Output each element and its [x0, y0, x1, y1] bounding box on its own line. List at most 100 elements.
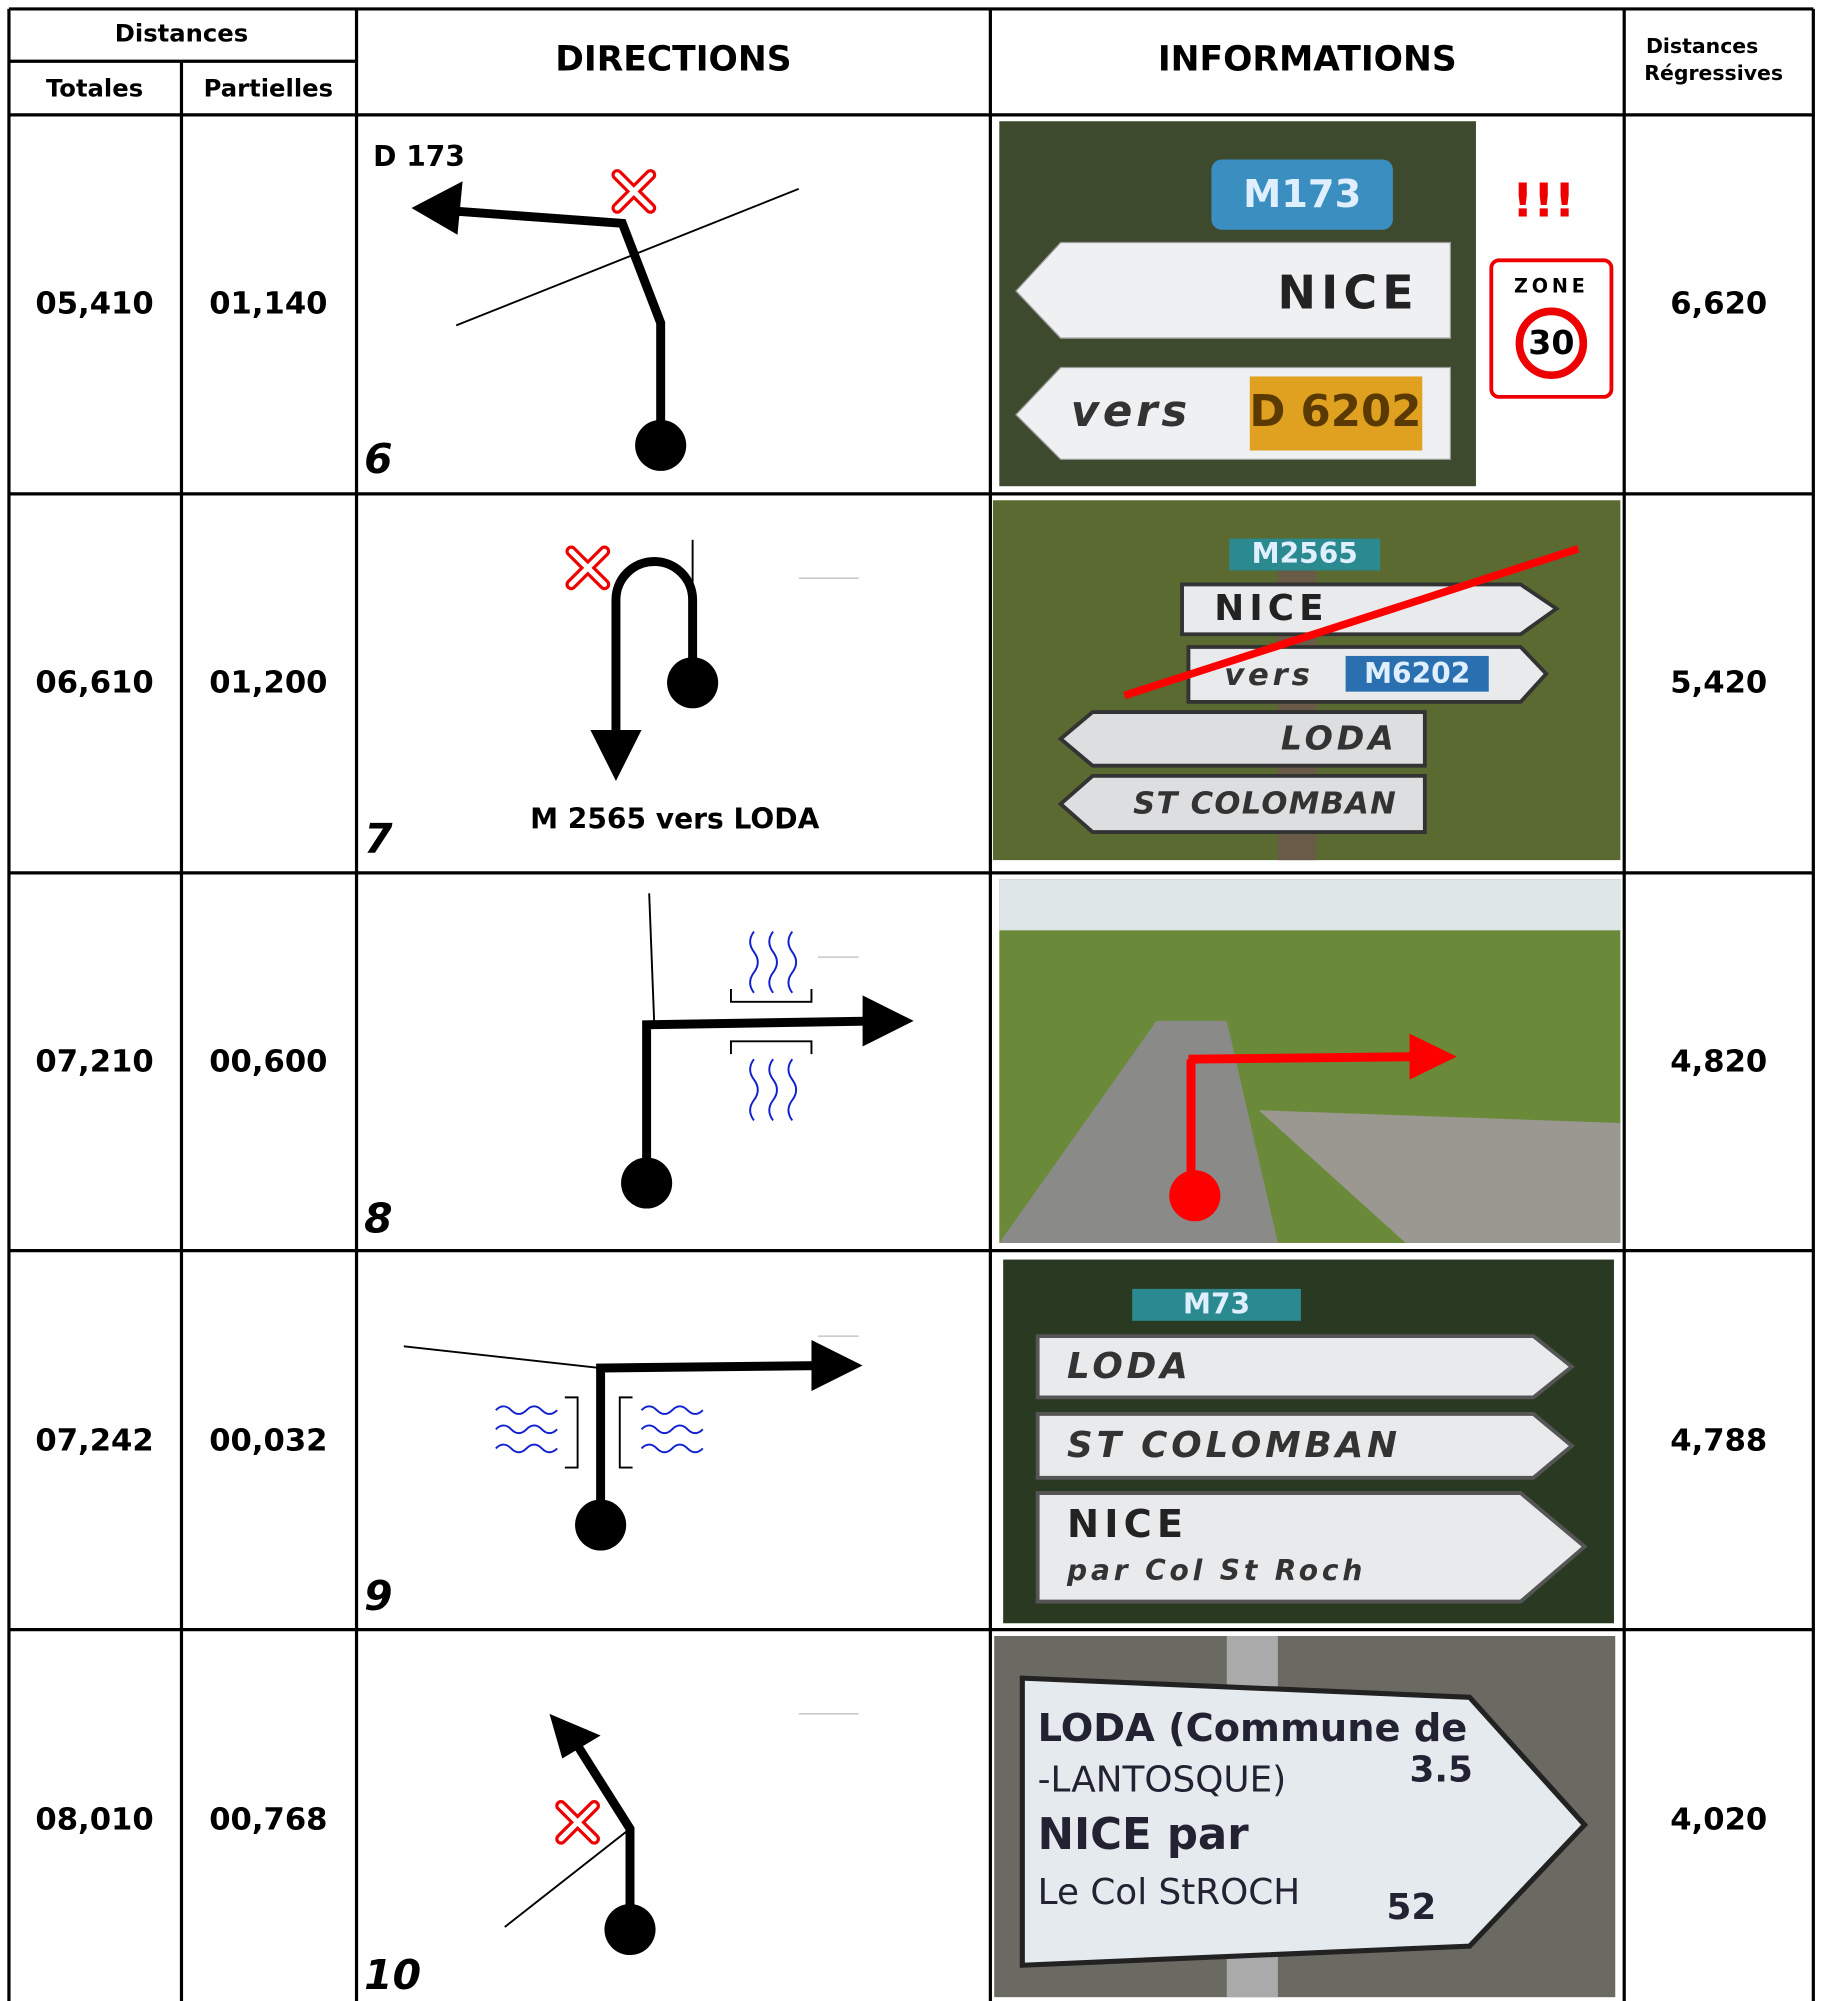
- shape: [729, 989, 813, 1055]
- diagram: D 173 6: [364, 140, 800, 483]
- shape: [1035, 1491, 1588, 1604]
- shape: [1035, 1412, 1575, 1480]
- road-label: D 173: [373, 140, 465, 173]
- shape: [999, 879, 1621, 931]
- sign-text: ST COLOMBAN: [1067, 1425, 1401, 1466]
- shape: [648, 893, 656, 1025]
- shape: [1188, 1052, 1419, 1064]
- sign-text: LODA (Commune de: [1038, 1706, 1468, 1751]
- shape: [446, 206, 666, 446]
- header-cell: Partielles: [204, 73, 333, 102]
- shape: [573, 1743, 635, 1930]
- shape: [1132, 1288, 1301, 1321]
- regressive-distance: 5,420: [1670, 666, 1767, 701]
- regressive-distance: 6,620: [1670, 287, 1767, 322]
- shape: [1515, 307, 1588, 380]
- shape: [614, 172, 654, 211]
- shape: [811, 1339, 863, 1392]
- partielle-distance: 00,032: [209, 1424, 327, 1459]
- shape: [1258, 1110, 1621, 1243]
- partielle-distance: 00,768: [209, 1803, 327, 1838]
- shape: [1057, 773, 1427, 834]
- sign-text: LODA: [1281, 719, 1398, 758]
- shape: [1229, 538, 1381, 571]
- shape: [611, 557, 698, 743]
- shape: [642, 1016, 882, 1183]
- sign-text: 52: [1387, 1887, 1437, 1928]
- shape: [411, 181, 463, 235]
- shape: [1015, 241, 1452, 339]
- shape: [611, 169, 657, 214]
- shape: [568, 548, 607, 588]
- partielle-distance: 01,200: [209, 666, 327, 701]
- header-cell: Distances: [115, 18, 248, 47]
- sign-text: NICE: [1067, 1502, 1188, 1547]
- sign-text: NICE par: [1038, 1810, 1250, 1860]
- header-cell: Totales: [46, 73, 143, 102]
- totale-distance: 07,242: [35, 1424, 153, 1459]
- step-number: 10: [364, 1951, 421, 1999]
- shape: [1249, 376, 1423, 451]
- sign-text: NICE: [1214, 588, 1328, 629]
- warning: !!!: [1512, 174, 1575, 228]
- partielle-distance: 00,600: [209, 1045, 327, 1080]
- diagram: 8: [364, 893, 914, 1242]
- header: Distances Totales Partielles DIRECTIONS …: [46, 18, 1783, 102]
- header-cell: INFORMATIONS: [1158, 40, 1457, 80]
- shape: [455, 187, 800, 327]
- shape: [564, 1396, 633, 1469]
- shape: [604, 1904, 656, 1956]
- shape: [575, 1499, 627, 1551]
- sign-text: M73: [1183, 1288, 1250, 1321]
- shape: [403, 1345, 601, 1369]
- shape: [749, 931, 798, 1122]
- step-number: 8: [364, 1194, 392, 1242]
- shape: [1409, 1033, 1457, 1080]
- photo: M73 LODA ST COLOMBAN NICE par Col St Roc…: [1003, 1259, 1614, 1624]
- header-cell: DIRECTIONS: [555, 40, 791, 80]
- sign-text: NICE: [1278, 266, 1419, 320]
- table-grid: [7, 7, 1815, 2001]
- step-number: 9: [364, 1572, 392, 1620]
- sign-text: 30: [1528, 323, 1574, 362]
- shape: [1035, 1334, 1575, 1400]
- sign-text: 3.5: [1410, 1749, 1473, 1790]
- shape: [862, 995, 914, 1047]
- diagram: 9: [364, 1335, 863, 1620]
- shape: [596, 1361, 831, 1525]
- sign-text: par Col St Roch: [1066, 1554, 1366, 1587]
- photo: M2565 NICE vers M6202 LODA ST COLOMBAN: [992, 500, 1621, 861]
- shape: [495, 1405, 704, 1454]
- partielle-distance: 01,140: [209, 287, 327, 322]
- sign-text: M6202: [1364, 657, 1470, 690]
- totale-distance: 05,410: [35, 287, 153, 322]
- totale-distance: 08,010: [35, 1803, 153, 1838]
- photo: M173 NICE vers D 6202 !!! ZONE 30: [999, 121, 1614, 487]
- shape: [667, 657, 719, 709]
- sign-text: vers: [1071, 387, 1191, 437]
- regressive-distance: 4,820: [1670, 1045, 1767, 1080]
- sign-text: M2565: [1252, 537, 1358, 570]
- shape: [590, 729, 642, 782]
- regressive-distance: 4,788: [1670, 1424, 1767, 1459]
- sign-text: M173: [1243, 172, 1361, 217]
- shape: [504, 1827, 631, 1928]
- sign-text: ST COLOMBAN: [1133, 787, 1397, 822]
- shape: [549, 1713, 601, 1759]
- sign-text: -LANTOSQUE): [1038, 1760, 1287, 1801]
- shape: [635, 419, 687, 471]
- shape: [558, 1803, 597, 1842]
- photo: [999, 879, 1621, 1243]
- diagram: M 2565 vers LODA 7: [364, 539, 859, 863]
- distance-cells: 05,410 01,140 6,620 06,610 01,200 5,420 07,210…: [35, 287, 1767, 1838]
- shape: [621, 1157, 673, 1209]
- shape: [555, 1800, 600, 1845]
- header-cell: Régressives: [1644, 61, 1783, 85]
- shape: [1345, 655, 1489, 692]
- sign-text: vers: [1224, 658, 1313, 693]
- shape: [1169, 1170, 1221, 1222]
- shape: [1057, 710, 1427, 768]
- road-label: M 2565 vers LODA: [530, 803, 820, 836]
